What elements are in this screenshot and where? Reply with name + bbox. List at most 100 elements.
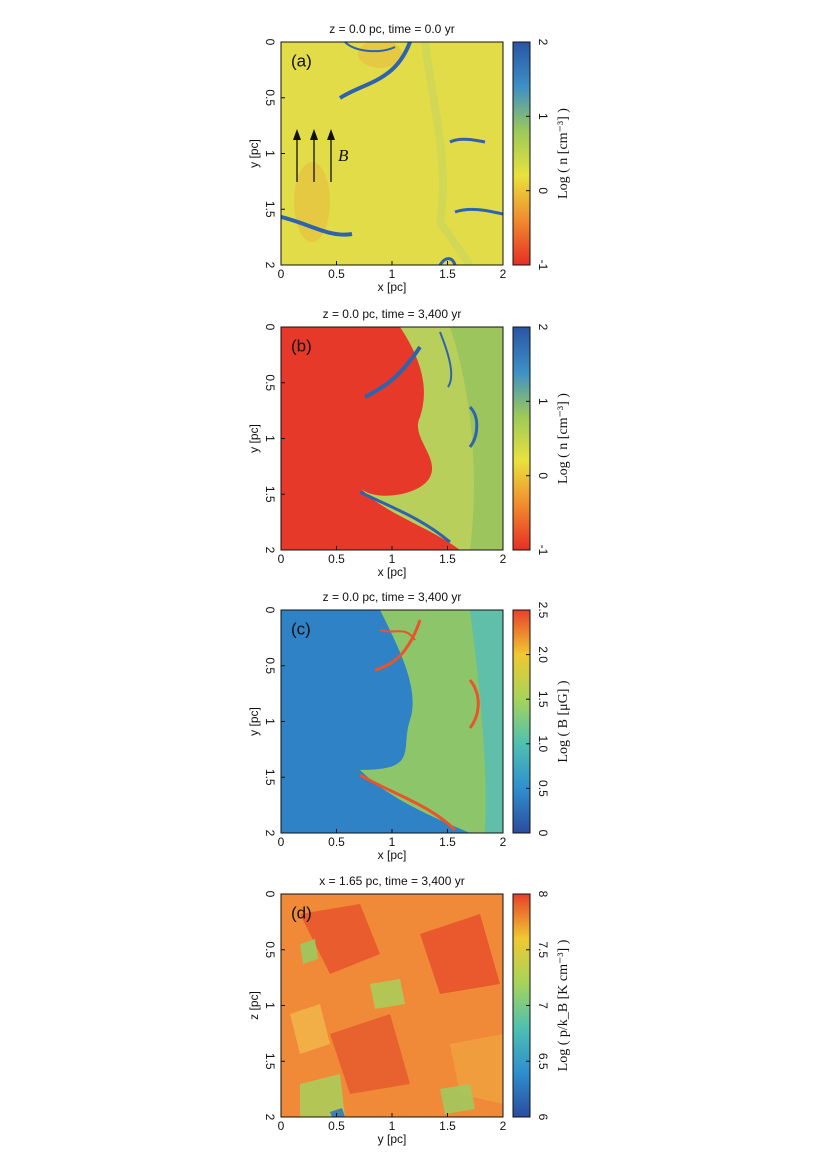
colorbar-tick-label: 2 (536, 324, 550, 331)
x-tick-label: 0 (278, 552, 285, 566)
y-tick-label: 1 (263, 718, 277, 725)
arrow-head (327, 129, 335, 140)
filament (281, 215, 353, 237)
y-tick-label: 0.5 (263, 374, 277, 391)
x-tick-label: 0.5 (328, 267, 345, 281)
x-tick-label: 0.5 (328, 835, 345, 849)
filament (468, 679, 480, 729)
y-axis-label: y [pc] (247, 707, 261, 736)
x-tick-label: 1.5 (439, 835, 456, 849)
colorbar (512, 326, 531, 551)
x-tick-label: 0.5 (328, 1119, 345, 1133)
panel-title: z = 0.0 pc, time = 3,400 yr (323, 590, 462, 604)
panel-label: (d) (291, 903, 312, 922)
map-content (281, 894, 503, 1117)
y-tick-label: 0 (263, 324, 277, 331)
filament (374, 619, 422, 672)
y-tick-label: 1.5 (263, 1053, 277, 1070)
y-tick-label: 1.5 (263, 486, 277, 503)
map (281, 894, 503, 1117)
field-patch (290, 1004, 330, 1054)
shocked-region (450, 327, 503, 550)
map-content (281, 42, 503, 265)
x-tick-label: 1 (389, 552, 396, 566)
panel-title: z = 0.0 pc, time = 3,400 yr (323, 307, 462, 321)
map (281, 42, 503, 265)
y-tick-label: 1.5 (263, 769, 277, 786)
colorbar-tick-label: 6 (536, 1114, 550, 1121)
filament (344, 42, 396, 53)
y-tick-label: 2 (263, 547, 277, 554)
x-axis-label: x [pc] (378, 565, 407, 579)
filament (449, 137, 486, 144)
colorbar-tick-label: 1 (536, 398, 550, 405)
panel-title: z = 0.0 pc, time = 0.0 yr (329, 22, 454, 36)
map (281, 327, 503, 550)
x-axis-label: y [pc] (378, 1132, 407, 1146)
panel-label: (b) (291, 336, 312, 355)
x-tick-label: 1.5 (439, 1119, 456, 1133)
colorbar-tick-label: 2.5 (536, 602, 550, 619)
colorbar-tick-label: 2 (536, 39, 550, 46)
colorbar-tick-label: 0 (536, 187, 550, 194)
field-patch (370, 979, 405, 1009)
y-tick-label: 2 (263, 1114, 277, 1121)
panel-label: (c) (291, 619, 311, 638)
x-tick-label: 1.5 (439, 267, 456, 281)
y-axis-label: y [pc] (247, 424, 261, 453)
y-tick-label: 1.5 (263, 201, 277, 218)
y-tick-label: 0 (263, 607, 277, 614)
y-tick-label: 2 (263, 262, 277, 269)
x-tick-label: 1.5 (439, 552, 456, 566)
filament (338, 42, 412, 100)
y-axis-label: z [pc] (247, 991, 261, 1020)
x-tick-label: 1 (389, 1119, 396, 1133)
y-tick-label: 0.5 (263, 941, 277, 958)
x-tick-label: 2 (500, 552, 507, 566)
field-patch (300, 939, 318, 964)
colorbar-tick-label: 0.5 (536, 780, 550, 797)
panel-label: (a) (291, 51, 312, 70)
filament (359, 490, 451, 544)
y-tick-label: 2 (263, 830, 277, 837)
colorbar-tick-label: 7 (536, 1002, 550, 1009)
y-tick-label: 1 (263, 1002, 277, 1009)
colorbar-tick-label: -1 (536, 545, 550, 556)
field-patch (420, 914, 500, 994)
x-tick-label: 1 (389, 267, 396, 281)
x-tick-label: 0 (278, 1119, 285, 1133)
map (281, 610, 503, 833)
filament (468, 405, 479, 448)
colorbar-tick-label: -1 (536, 260, 550, 271)
annotation: B (338, 146, 349, 165)
filament (359, 773, 457, 832)
x-tick-label: 2 (500, 267, 507, 281)
filament (454, 207, 503, 216)
colorbar-tick-label: 7.5 (536, 941, 550, 958)
filament (379, 629, 416, 641)
colorbar-label: Log ( n [cm⁻³] ) (556, 108, 571, 199)
x-axis-label: x [pc] (378, 848, 407, 862)
colorbar-label: Log ( B [μG] ) (556, 680, 571, 762)
y-tick-label: 0 (263, 39, 277, 46)
colorbar-tick-label: 1 (536, 113, 550, 120)
filament (439, 331, 453, 388)
field-patch (440, 1084, 475, 1114)
filament (438, 257, 457, 265)
field-patch (300, 904, 380, 974)
arrow-head (293, 129, 301, 140)
x-tick-label: 0.5 (328, 552, 345, 566)
x-tick-label: 0 (278, 835, 285, 849)
colorbar-tick-label: 0 (536, 472, 550, 479)
panel-title: x = 1.65 pc, time = 3,400 yr (319, 874, 464, 888)
x-axis-label: x [pc] (378, 280, 407, 294)
x-tick-label: 1 (389, 835, 396, 849)
colorbar-tick-label: 2.0 (536, 646, 550, 663)
y-tick-label: 0.5 (263, 89, 277, 106)
colorbar-tick-label: 1.0 (536, 735, 550, 752)
colorbar-tick-label: 1.5 (536, 691, 550, 708)
map-content (281, 610, 503, 833)
x-tick-label: 2 (500, 1119, 507, 1133)
